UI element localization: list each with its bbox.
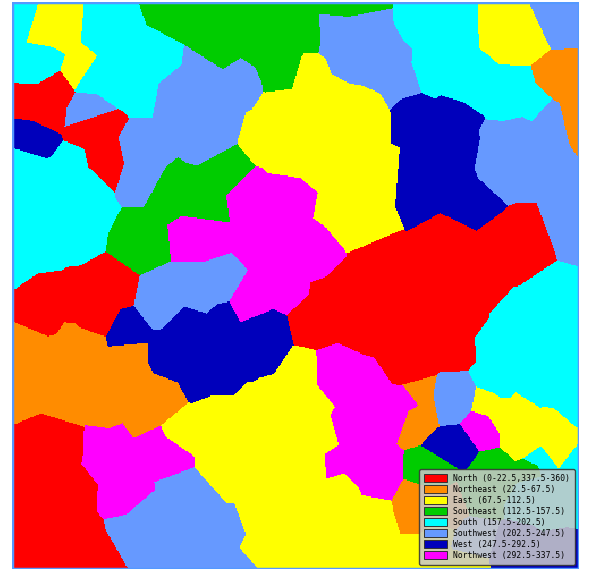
Legend: North (0-22.5,337.5-360), Northeast (22.5-67.5), East (67.5-112.5), Southeast (1: North (0-22.5,337.5-360), Northeast (22.…: [419, 469, 575, 565]
